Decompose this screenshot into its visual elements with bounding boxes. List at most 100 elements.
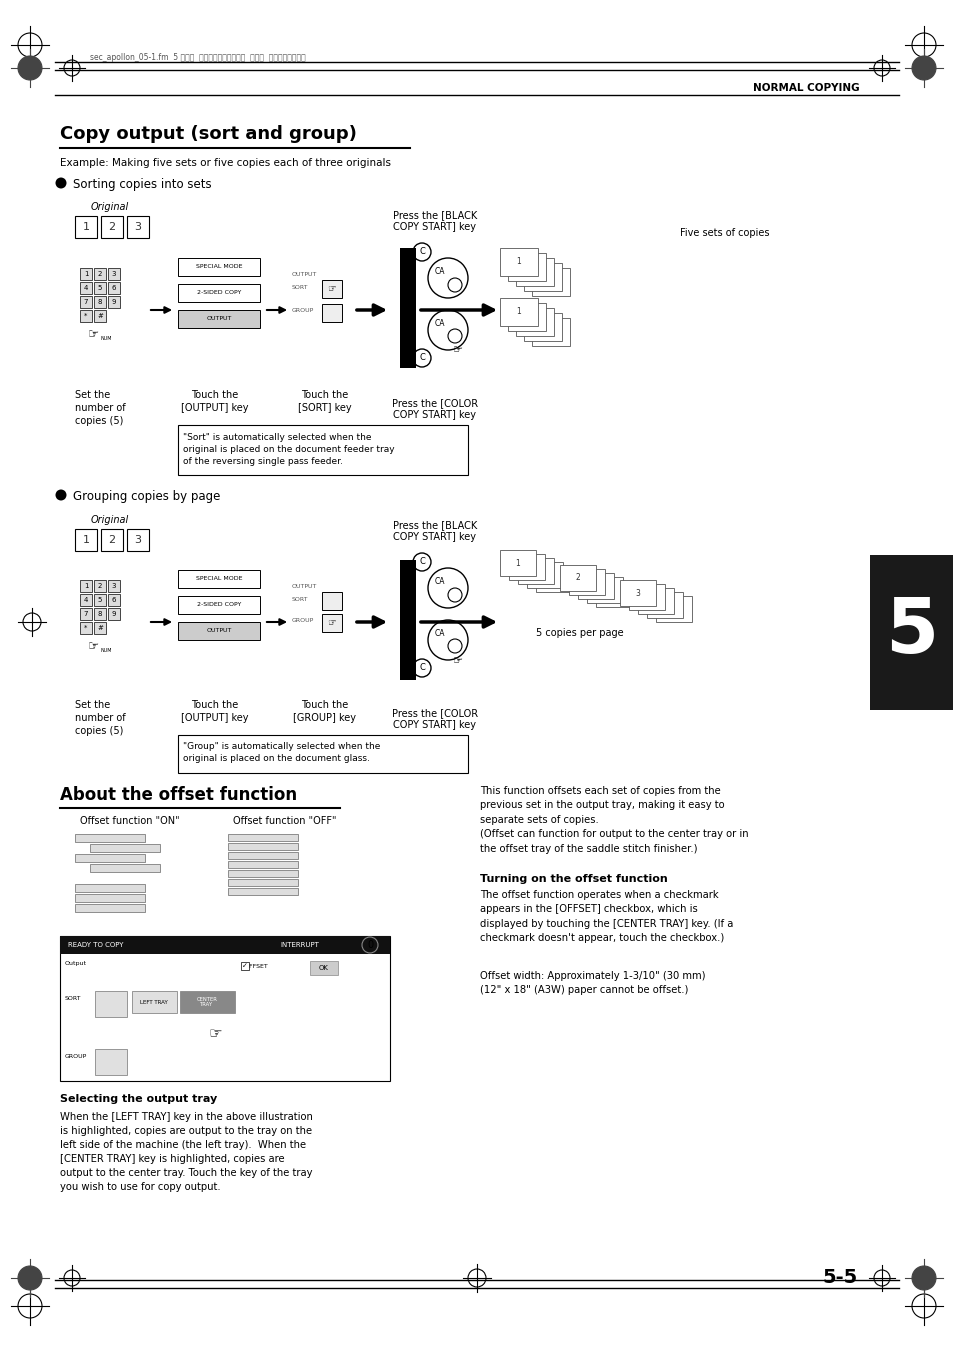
FancyBboxPatch shape <box>568 569 604 594</box>
FancyBboxPatch shape <box>532 317 569 346</box>
FancyBboxPatch shape <box>132 992 177 1013</box>
Text: 4: 4 <box>84 597 88 603</box>
FancyBboxPatch shape <box>399 249 416 367</box>
FancyBboxPatch shape <box>578 573 614 598</box>
Text: C: C <box>418 663 424 673</box>
Text: 3: 3 <box>112 584 116 589</box>
Text: 1: 1 <box>84 272 89 277</box>
Text: 6: 6 <box>112 285 116 290</box>
FancyBboxPatch shape <box>180 992 234 1013</box>
FancyBboxPatch shape <box>80 621 91 634</box>
Text: Selecting the output tray: Selecting the output tray <box>60 1094 217 1104</box>
Text: ✓: ✓ <box>242 963 248 969</box>
Text: SPECIAL MODE: SPECIAL MODE <box>195 577 242 581</box>
FancyBboxPatch shape <box>80 309 91 322</box>
FancyBboxPatch shape <box>178 621 260 640</box>
Text: Copy output (sort and group): Copy output (sort and group) <box>60 126 356 143</box>
FancyBboxPatch shape <box>228 880 297 886</box>
FancyBboxPatch shape <box>559 565 596 590</box>
FancyBboxPatch shape <box>322 613 341 632</box>
FancyBboxPatch shape <box>536 566 572 592</box>
FancyBboxPatch shape <box>94 296 106 308</box>
Circle shape <box>55 177 67 189</box>
Text: 5: 5 <box>884 594 938 669</box>
Circle shape <box>55 489 67 500</box>
Text: OUTPUT: OUTPUT <box>292 584 317 589</box>
Text: 2: 2 <box>524 262 529 272</box>
FancyBboxPatch shape <box>80 580 91 592</box>
Text: ☞: ☞ <box>327 617 336 628</box>
Text: 5 copies per page: 5 copies per page <box>536 628 623 638</box>
Text: 8: 8 <box>97 611 102 617</box>
Text: SPECIAL MODE: SPECIAL MODE <box>195 265 242 269</box>
FancyBboxPatch shape <box>80 608 91 620</box>
Text: Touch the
[OUTPUT] key: Touch the [OUTPUT] key <box>181 390 249 413</box>
FancyBboxPatch shape <box>94 309 106 322</box>
Text: Offset function "OFF": Offset function "OFF" <box>233 816 336 825</box>
Text: NUM: NUM <box>100 648 112 653</box>
FancyBboxPatch shape <box>399 561 416 680</box>
FancyBboxPatch shape <box>94 580 106 592</box>
FancyBboxPatch shape <box>80 282 91 295</box>
FancyBboxPatch shape <box>509 554 544 580</box>
Text: 5: 5 <box>548 277 553 286</box>
Text: 1: 1 <box>82 535 90 544</box>
FancyBboxPatch shape <box>228 834 297 842</box>
Text: Press the [COLOR
COPY START] key: Press the [COLOR COPY START] key <box>392 708 477 731</box>
FancyBboxPatch shape <box>516 258 554 286</box>
Text: "Group" is automatically selected when the
original is placed on the document gl: "Group" is automatically selected when t… <box>183 742 380 763</box>
FancyBboxPatch shape <box>94 267 106 280</box>
Text: Five sets of copies: Five sets of copies <box>679 228 769 238</box>
FancyBboxPatch shape <box>95 992 127 1017</box>
Text: CA: CA <box>435 577 445 586</box>
Text: 3: 3 <box>635 589 639 597</box>
Text: 4: 4 <box>540 273 545 281</box>
Text: Press the [BLACK
COPY START] key: Press the [BLACK COPY START] key <box>393 209 476 232</box>
Text: Sorting copies into sets: Sorting copies into sets <box>73 178 212 190</box>
Text: 2-SIDED COPY: 2-SIDED COPY <box>196 290 241 296</box>
Text: ☞: ☞ <box>453 657 462 666</box>
Text: The offset function operates when a checkmark
appears in the [OFFSET] checkbox, : The offset function operates when a chec… <box>479 890 733 943</box>
Text: Original: Original <box>91 515 129 526</box>
FancyBboxPatch shape <box>228 870 297 877</box>
FancyBboxPatch shape <box>95 1048 127 1075</box>
Text: Original: Original <box>91 203 129 212</box>
FancyBboxPatch shape <box>101 530 123 551</box>
Text: 1: 1 <box>84 584 89 589</box>
FancyBboxPatch shape <box>499 550 536 576</box>
Text: 3: 3 <box>112 272 116 277</box>
FancyBboxPatch shape <box>108 580 120 592</box>
Text: CA: CA <box>435 630 445 639</box>
FancyBboxPatch shape <box>94 621 106 634</box>
Text: 2: 2 <box>524 312 529 322</box>
Text: Offset function "ON": Offset function "ON" <box>80 816 179 825</box>
FancyBboxPatch shape <box>619 580 656 607</box>
Text: 1: 1 <box>524 562 529 571</box>
Text: Output: Output <box>65 961 87 966</box>
FancyBboxPatch shape <box>178 309 260 328</box>
FancyBboxPatch shape <box>178 284 260 303</box>
FancyBboxPatch shape <box>75 216 97 238</box>
Text: 9: 9 <box>112 299 116 305</box>
Text: sec_apollon_05-1.fm  5 ページ  ２００４年９月１４日  火曜日  午前１０晎４８分: sec_apollon_05-1.fm 5 ページ ２００４年９月１４日 火曜日… <box>90 53 305 62</box>
Text: 2: 2 <box>584 577 589 586</box>
FancyBboxPatch shape <box>108 594 120 607</box>
Text: 3: 3 <box>134 222 141 232</box>
FancyBboxPatch shape <box>127 530 149 551</box>
Text: Offset width: Approximately 1-3/10" (30 mm)
(12" x 18" (A3W) paper cannot be off: Offset width: Approximately 1-3/10" (30 … <box>479 971 705 994</box>
Text: SORT: SORT <box>292 597 308 603</box>
Text: Touch the
[OUTPUT] key: Touch the [OUTPUT] key <box>181 700 249 723</box>
Text: SORT: SORT <box>292 285 308 290</box>
FancyBboxPatch shape <box>322 592 341 611</box>
FancyBboxPatch shape <box>507 303 545 331</box>
Text: Example: Making five sets or five copies each of three originals: Example: Making five sets or five copies… <box>60 158 391 168</box>
FancyBboxPatch shape <box>241 962 249 970</box>
Text: OK: OK <box>318 965 329 971</box>
FancyBboxPatch shape <box>75 894 145 902</box>
Text: Touch the
[GROUP] key: Touch the [GROUP] key <box>294 700 356 723</box>
Text: #: # <box>97 626 103 631</box>
FancyBboxPatch shape <box>638 588 673 613</box>
FancyBboxPatch shape <box>178 735 468 773</box>
Text: Grouping copies by page: Grouping copies by page <box>73 490 220 503</box>
Circle shape <box>18 1266 42 1290</box>
